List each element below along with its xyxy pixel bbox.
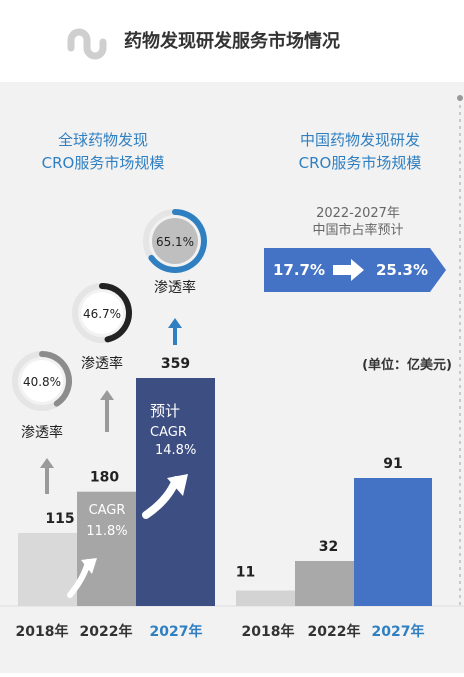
divider-dot-top	[457, 95, 463, 101]
global-bar-2022年	[77, 491, 136, 606]
china-unit-label: (单位：亿美元)	[362, 357, 452, 373]
china-value-label: 32	[319, 539, 338, 555]
penetration-ring-center	[21, 360, 63, 402]
curved-up-arrow-head-2027	[167, 474, 188, 496]
stumbleupon-logo-icon	[67, 28, 107, 60]
china-value-label: 91	[383, 456, 402, 472]
penetration-label: 渗透率	[21, 424, 63, 441]
china-category-label: 2027年	[372, 623, 425, 640]
curved-up-arrow-head-2022	[81, 558, 97, 574]
china-bar-2027年	[354, 478, 432, 606]
global-bar-2027年	[136, 378, 215, 606]
share-heading-line1: 2022-2027年	[316, 206, 400, 221]
share-heading-line2: 中国市占率预计	[312, 222, 403, 238]
global-value-label: 180	[90, 470, 119, 486]
penetration-label: 渗透率	[154, 279, 196, 296]
global-category-label: 2018年	[16, 623, 69, 640]
global-bars-group: 115 2018年 180 2022年 359 2027年	[16, 356, 215, 640]
penetration-ring-center	[81, 292, 123, 334]
share-to-value: 25.3%	[376, 261, 428, 279]
penetration-value: 65.1%	[156, 235, 194, 249]
china-category-label: 2018年	[242, 623, 295, 640]
global-title-line1: 全球药物发现	[58, 131, 148, 149]
overlays-group: CAGR 11.8% 预计 CAGR 14.8% 40.8% 渗透率 46.7% 渗透率 65.1…	[12, 209, 207, 598]
axis-label-strip	[0, 606, 464, 673]
header-band	[0, 0, 464, 82]
penetration-value: 40.8%	[23, 375, 61, 389]
china-value-label: 11	[236, 565, 255, 581]
page-title: 药物发现研发服务市场情况	[124, 30, 340, 52]
global-value-label: 115	[45, 511, 74, 527]
china-category-label: 2022年	[308, 623, 361, 640]
cagr-2027-sub: CAGR	[150, 425, 187, 440]
china-title-line2: CRO服务市场规模	[299, 154, 422, 172]
global-category-label: 2027年	[150, 623, 203, 640]
cagr-2027-forecast-label: 预计	[150, 402, 180, 420]
up-arrow-icon-2018-head	[40, 458, 54, 468]
global-value-label: 359	[161, 356, 190, 372]
penetration-ring-arc	[99, 283, 132, 343]
penetration-ring-arc	[148, 209, 207, 273]
up-arrow-icon-2027-head	[168, 318, 182, 328]
penetration-value: 46.7%	[83, 307, 121, 321]
up-arrow-icon-2022-head	[100, 390, 114, 400]
penetration-ring-arc	[39, 351, 72, 407]
china-bars-group: 11 2018年 32 2022年 91 2027年	[236, 456, 432, 640]
china-title-line1: 中国药物发现研发	[300, 131, 420, 149]
share-from-value: 17.7%	[273, 261, 325, 279]
global-category-label: 2022年	[80, 623, 133, 640]
share-right-arrow-icon	[333, 259, 364, 281]
penetration-label: 渗透率	[81, 355, 123, 372]
cagr-2022-value: 11.8%	[86, 524, 127, 539]
global-title-line2: CRO服务市场规模	[42, 154, 165, 172]
penetration-ring-center	[152, 218, 198, 264]
cagr-2022-label: CAGR	[89, 503, 126, 518]
cagr-2027-value: 14.8%	[155, 443, 196, 458]
china-bar-2022年	[295, 560, 354, 606]
china-bar-2018年	[236, 590, 295, 606]
